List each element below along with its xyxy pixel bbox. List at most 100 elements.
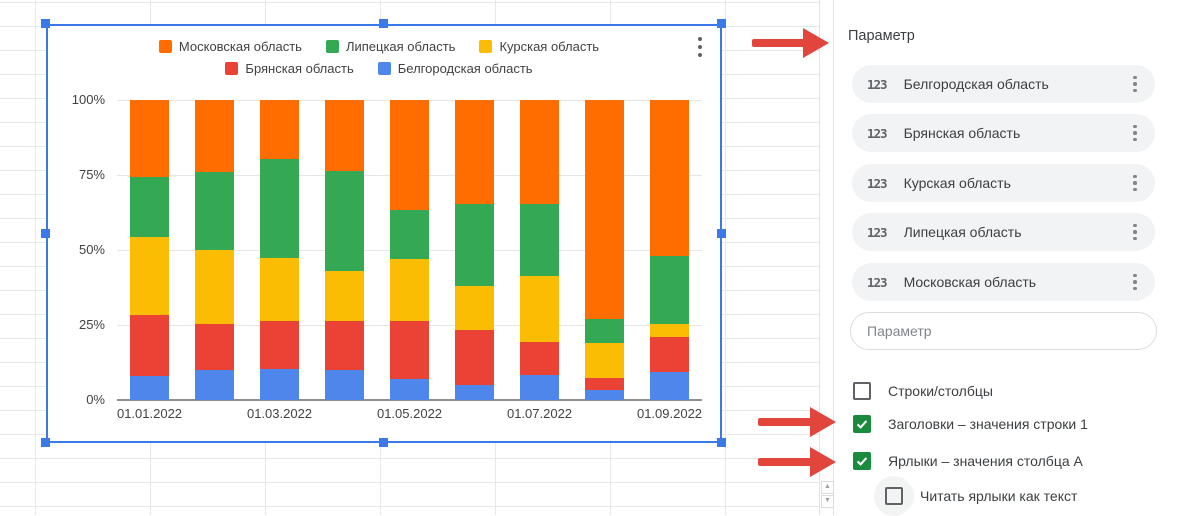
- parameter-label: Липецкая область: [903, 224, 1022, 240]
- checkbox-row-labels: Ярлыки – значения столбца A: [853, 451, 1083, 471]
- parameter-chip-belgorod[interactable]: 123 Белгородская область: [852, 65, 1155, 103]
- x-tick-label: 01.03.2022: [246, 406, 313, 421]
- number-123-icon: 123: [867, 274, 888, 290]
- checkbox-row-rows-columns: Строки/столбцы: [853, 381, 993, 401]
- rows-columns-checkbox[interactable]: [853, 382, 871, 400]
- legend-item: Брянская область: [225, 60, 354, 77]
- bar-segment: [585, 319, 624, 343]
- bar-segment: [130, 100, 169, 177]
- bar-segment: [650, 256, 689, 324]
- bar-segment: [455, 100, 494, 204]
- selection-handle-bottom-mid[interactable]: [379, 438, 388, 447]
- bar-segment: [195, 370, 234, 400]
- bar-segment: [130, 376, 169, 400]
- bar-segment: [260, 100, 299, 159]
- bar-segment: [195, 100, 234, 172]
- bar-segment: [650, 337, 689, 372]
- selection-handle-mid-right[interactable]: [717, 229, 726, 238]
- selection-handle-bottom-left[interactable]: [41, 438, 50, 447]
- bar-segment: [260, 158, 299, 258]
- kebab-menu-icon[interactable]: [1127, 220, 1143, 245]
- chart-kebab-menu-icon[interactable]: [690, 35, 710, 77]
- checkbox-row-headers: Заголовки – значения строки 1: [853, 414, 1088, 434]
- bar-segment: [260, 320, 299, 369]
- bar-segment: [390, 209, 429, 259]
- bar-segment: [455, 203, 494, 286]
- checkbox-label[interactable]: Читать ярлыки как текст: [920, 488, 1078, 504]
- bar-segment: [195, 172, 234, 250]
- bar-segment: [260, 257, 299, 321]
- checkbox-hover-halo: [874, 476, 914, 516]
- sheet-edge-divider: [819, 0, 820, 515]
- selection-handle-mid-left[interactable]: [41, 229, 50, 238]
- legend-label: Брянская область: [245, 61, 354, 76]
- panel-title: Параметр: [848, 28, 915, 44]
- number-123-icon: 123: [867, 76, 888, 92]
- parameter-chip-lipetsk[interactable]: 123 Липецкая область: [852, 213, 1155, 251]
- x-axis-labels: 01.01.2022 01.03.2022 01.05.2022 01.07.2022…: [117, 406, 702, 422]
- parameter-label: Курская область: [903, 175, 1011, 191]
- kebab-menu-icon[interactable]: [1127, 121, 1143, 146]
- bars: [117, 100, 702, 400]
- bar-slot: [312, 100, 377, 400]
- bar-segment: [130, 236, 169, 315]
- labels-columnA-checkbox[interactable]: [853, 452, 871, 470]
- legend-swatch: [377, 62, 391, 75]
- x-tick-label: 01.09.2022: [636, 406, 703, 421]
- parameter-chip-moscow[interactable]: 123 Московская область: [852, 263, 1155, 301]
- stacked-bar: [195, 100, 234, 400]
- chart-card[interactable]: Московская область Липецкая область Курска…: [46, 24, 722, 443]
- labels-as-text-checkbox[interactable]: [885, 487, 903, 505]
- checkbox-label[interactable]: Строки/столбцы: [888, 383, 993, 399]
- legend-item: Московская область: [158, 38, 302, 55]
- plot-area: [117, 100, 702, 401]
- bar-segment: [520, 203, 559, 276]
- selection-handle-top-right[interactable]: [717, 19, 726, 28]
- legend-swatch: [325, 40, 339, 53]
- checkbox-label[interactable]: Ярлыки – значения столбца A: [888, 453, 1083, 469]
- bar-segment: [520, 341, 559, 375]
- kebab-menu-icon[interactable]: [1127, 270, 1143, 295]
- bar-segment: [455, 385, 494, 400]
- bar-segment: [195, 323, 234, 370]
- kebab-menu-icon[interactable]: [1127, 171, 1143, 196]
- bar-slot: [377, 100, 442, 400]
- parameter-chip-bryansk[interactable]: 123 Брянская область: [852, 114, 1155, 152]
- parameter-label: Московская область: [903, 274, 1037, 290]
- number-123-icon: 123: [867, 125, 888, 141]
- bar-slot: [507, 100, 572, 400]
- x-tick-label: 01.05.2022: [376, 406, 443, 421]
- stacked-bar: [260, 100, 299, 400]
- stacked-bar: [130, 100, 169, 400]
- bar-segment: [390, 259, 429, 321]
- scroll-up-button[interactable]: ▲: [821, 481, 834, 494]
- selection-handle-top-mid[interactable]: [379, 19, 388, 28]
- bar-segment: [520, 275, 559, 342]
- bar-segment: [455, 329, 494, 385]
- legend-label: Курская область: [499, 39, 600, 54]
- bar-slot: [117, 100, 182, 400]
- bar-segment: [325, 271, 364, 321]
- selection-handle-top-left[interactable]: [41, 19, 50, 28]
- bar-slot: [572, 100, 637, 400]
- bar-slot: [442, 100, 507, 400]
- checkbox-label[interactable]: Заголовки – значения строки 1: [888, 416, 1088, 432]
- selection-handle-bottom-right[interactable]: [717, 438, 726, 447]
- add-parameter-input[interactable]: [850, 312, 1157, 350]
- bar-segment: [585, 389, 624, 400]
- chart-editor-panel: Параметр 123 Белгородская область 123 Бр…: [834, 0, 1183, 516]
- bar-segment: [455, 286, 494, 330]
- legend-label: Белгородская область: [397, 61, 533, 76]
- bar-segment: [130, 176, 169, 237]
- bar-segment: [390, 320, 429, 379]
- bar-segment: [585, 377, 624, 390]
- kebab-menu-icon[interactable]: [1127, 72, 1143, 97]
- stacked-bar: [455, 100, 494, 400]
- y-tick-label: 75%: [78, 167, 105, 182]
- legend-label: Липецкая область: [345, 39, 456, 54]
- scroll-down-button[interactable]: ▼: [821, 495, 834, 508]
- headers-row1-checkbox[interactable]: [853, 415, 871, 433]
- bar-segment: [650, 323, 689, 337]
- parameter-chip-kursk[interactable]: 123 Курская область: [852, 164, 1155, 202]
- y-axis-labels: 100% 75% 50% 25% 0%: [48, 92, 105, 407]
